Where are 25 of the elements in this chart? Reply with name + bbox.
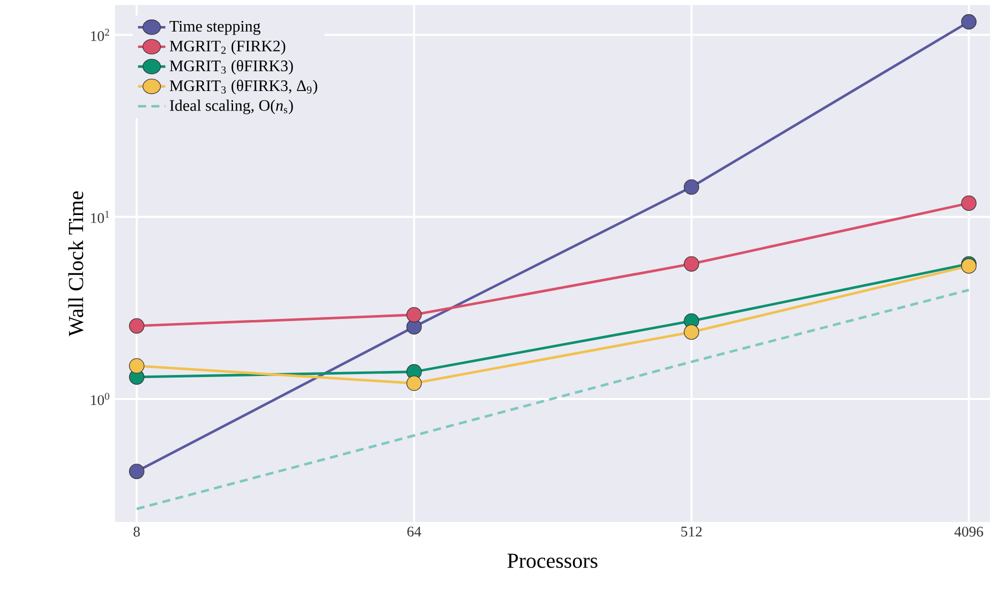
- legend-label: MGRIT$_{3}$ (θFIRK3, Δ$_{9}$): [170, 80, 318, 94]
- y-tick-label: 10$^{2}$: [91, 28, 110, 42]
- point: [129, 318, 144, 334]
- point: [129, 464, 144, 480]
- legend-label: MGRIT$_{2}$ (FIRK2): [170, 40, 286, 55]
- y-axis-title: Wall Clock Time: [68, 191, 84, 336]
- line-series: [135, 288, 970, 510]
- point: [684, 179, 700, 195]
- legend-label: MGRIT$_{3}$ (θFIRK3): [170, 60, 293, 75]
- y-tick-label: 10$^{1}$: [91, 210, 110, 224]
- point: [961, 14, 977, 30]
- x-tick-label: 8: [134, 526, 140, 537]
- x-axis-title: Processors: [507, 554, 598, 568]
- x-tick-label: 512: [681, 526, 702, 537]
- legend-label: Time stepping: [170, 20, 260, 35]
- legend-label: Ideal scaling, O(n$_{s}$): [170, 100, 293, 114]
- y-tick-label: 10$^{0}$: [91, 392, 110, 406]
- x-tick-label: 64: [407, 526, 422, 537]
- point: [961, 196, 977, 211]
- point: [129, 358, 144, 374]
- point: [684, 256, 700, 272]
- point: [684, 324, 700, 340]
- point: [406, 376, 422, 391]
- x-tick-label: 4096: [954, 526, 984, 537]
- point: [406, 307, 422, 322]
